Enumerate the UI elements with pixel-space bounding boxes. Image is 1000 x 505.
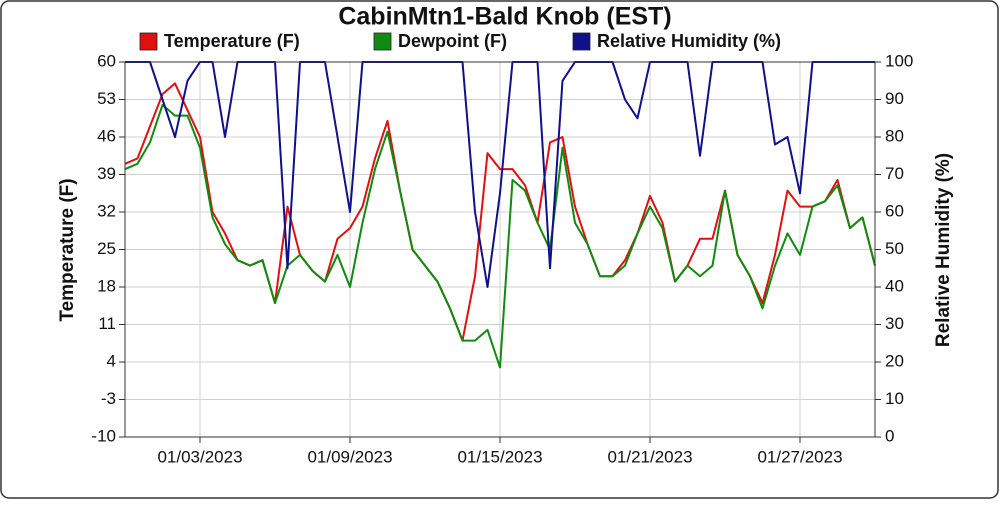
legend-swatch <box>139 32 158 51</box>
legend-swatch <box>373 32 392 51</box>
y2-tick-label: 80 <box>885 126 904 145</box>
y-axis-label: Temperature (F) <box>57 178 78 321</box>
y2-tick-label: 20 <box>885 351 904 370</box>
y-tick-label: -3 <box>101 389 116 408</box>
y2-tick-label: 90 <box>885 89 904 108</box>
x-tick-label: 01/03/2023 <box>157 447 242 466</box>
y-tick-label: -10 <box>91 426 116 445</box>
y-tick-label: 25 <box>97 239 116 258</box>
y-tick-label: 11 <box>98 314 116 333</box>
legend-swatch <box>572 32 591 51</box>
plot-border <box>124 61 876 438</box>
y2-tick-label: 40 <box>885 276 904 295</box>
y-tick-label: 18 <box>97 276 116 295</box>
y-tick-label: 4 <box>107 351 116 370</box>
y2-tick-label: 50 <box>885 239 904 258</box>
y2-tick-label: 10 <box>885 389 904 408</box>
legend-label: Dewpoint (F) <box>398 31 507 51</box>
chart-title: CabinMtn1-Bald Knob (EST) <box>338 3 671 31</box>
y-tick-label: 32 <box>97 201 116 220</box>
y-tick-label: 46 <box>97 126 116 145</box>
legend-label: Relative Humidity (%) <box>597 31 781 51</box>
y2-tick-label: 70 <box>885 164 904 183</box>
y2-tick-label: 0 <box>885 426 894 445</box>
series-line <box>124 103 876 369</box>
x-tick-label: 01/27/2023 <box>757 447 842 466</box>
y-tick-label: 53 <box>97 89 116 108</box>
y-tick-label: 39 <box>97 164 116 183</box>
y-tick-label: 60 <box>97 51 116 70</box>
x-tick-label: 01/21/2023 <box>607 447 692 466</box>
y2-tick-label: 30 <box>885 314 904 333</box>
y2-axis-label: Relative Humidity (%) <box>933 153 954 347</box>
y2-tick-label: 100 <box>885 51 913 70</box>
x-tick-label: 01/15/2023 <box>457 447 542 466</box>
legend-label: Temperature (F) <box>164 31 300 51</box>
x-tick-label: 01/09/2023 <box>307 447 392 466</box>
y2-tick-label: 60 <box>885 201 904 220</box>
